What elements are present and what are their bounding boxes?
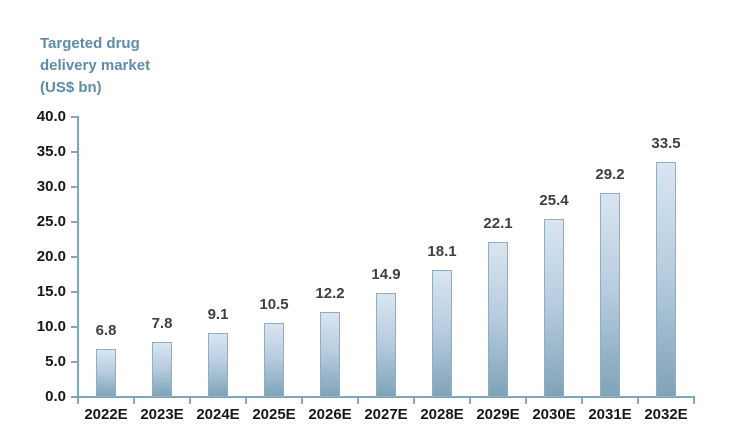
bar-2024E xyxy=(208,333,228,397)
bar-2026E xyxy=(320,312,340,397)
bar-2022E xyxy=(96,349,116,397)
x-axis-label-2029E: 2029E xyxy=(476,406,520,423)
bar-2025E xyxy=(264,323,284,397)
x-axis-label-2022E: 2022E xyxy=(84,406,128,423)
y-axis-tick xyxy=(71,396,78,398)
y-axis-tick xyxy=(71,221,78,223)
x-axis-tick xyxy=(301,397,303,404)
x-axis-label-2024E: 2024E xyxy=(196,406,240,423)
x-axis-tick xyxy=(413,397,415,404)
value-label-2029E: 22.1 xyxy=(483,215,513,232)
x-axis-tick xyxy=(189,397,191,404)
value-label-2032E: 33.5 xyxy=(651,135,681,152)
bar-2023E xyxy=(152,342,172,397)
x-axis-tick xyxy=(469,397,471,404)
bar-2027E xyxy=(376,293,396,397)
value-label-2026E: 12.2 xyxy=(315,285,345,302)
bar-2031E xyxy=(600,193,620,397)
y-axis-tick-label: 15.0 xyxy=(36,283,66,300)
x-axis-tick xyxy=(133,397,135,404)
chart-title-line-1: Targeted drug xyxy=(40,35,140,52)
y-axis-tick xyxy=(71,291,78,293)
y-axis-tick-label: 0.0 xyxy=(45,388,66,405)
x-axis-tick xyxy=(637,397,639,404)
value-label-2030E: 25.4 xyxy=(539,192,569,209)
x-axis-label-2030E: 2030E xyxy=(532,406,576,423)
value-label-2025E: 10.5 xyxy=(259,296,289,313)
chart-title: Targeted drug delivery market (US$ bn) xyxy=(40,33,150,99)
y-axis-tick-label: 35.0 xyxy=(36,143,66,160)
x-axis-tick xyxy=(525,397,527,404)
x-axis-tick xyxy=(693,397,695,404)
bar-2030E xyxy=(544,219,564,397)
x-axis-label-2026E: 2026E xyxy=(308,406,352,423)
y-axis-tick-label: 5.0 xyxy=(45,353,66,370)
y-axis-tick xyxy=(71,151,78,153)
x-axis-tick xyxy=(357,397,359,404)
value-label-2028E: 18.1 xyxy=(427,243,457,260)
value-label-2023E: 7.8 xyxy=(151,315,173,332)
chart-title-line-2: delivery market xyxy=(40,57,151,74)
value-label-2022E: 6.8 xyxy=(95,322,117,339)
y-axis-tick-label: 30.0 xyxy=(36,178,66,195)
y-axis-tick xyxy=(71,186,78,188)
y-axis-tick-label: 25.0 xyxy=(36,213,66,230)
y-axis-tick-label: 10.0 xyxy=(36,318,66,335)
x-axis-label-2023E: 2023E xyxy=(140,406,184,423)
x-axis-label-2025E: 2025E xyxy=(252,406,296,423)
y-axis-tick xyxy=(71,326,78,328)
x-axis-tick xyxy=(245,397,247,404)
x-axis-label-2032E: 2032E xyxy=(644,406,688,423)
x-axis-tick xyxy=(581,397,583,404)
y-axis-tick xyxy=(71,361,78,363)
x-axis-label-2028E: 2028E xyxy=(420,406,464,423)
value-label-2031E: 29.2 xyxy=(595,166,625,183)
x-axis-label-2027E: 2027E xyxy=(364,406,408,423)
y-axis-tick-label: 40.0 xyxy=(36,108,66,125)
value-label-2024E: 9.1 xyxy=(207,306,229,323)
x-axis-line xyxy=(77,396,695,398)
chart-title-line-3: (US$ bn) xyxy=(40,79,102,96)
y-axis-tick xyxy=(71,256,78,258)
bar-2032E xyxy=(656,162,676,397)
y-axis-tick-label: 20.0 xyxy=(36,248,66,265)
bar-2028E xyxy=(432,270,452,397)
bar-2029E xyxy=(488,242,508,397)
y-axis-tick xyxy=(71,116,78,118)
x-axis-label-2031E: 2031E xyxy=(588,406,632,423)
value-label-2027E: 14.9 xyxy=(371,266,401,283)
x-axis-tick xyxy=(77,397,79,404)
y-axis-line xyxy=(77,116,79,398)
